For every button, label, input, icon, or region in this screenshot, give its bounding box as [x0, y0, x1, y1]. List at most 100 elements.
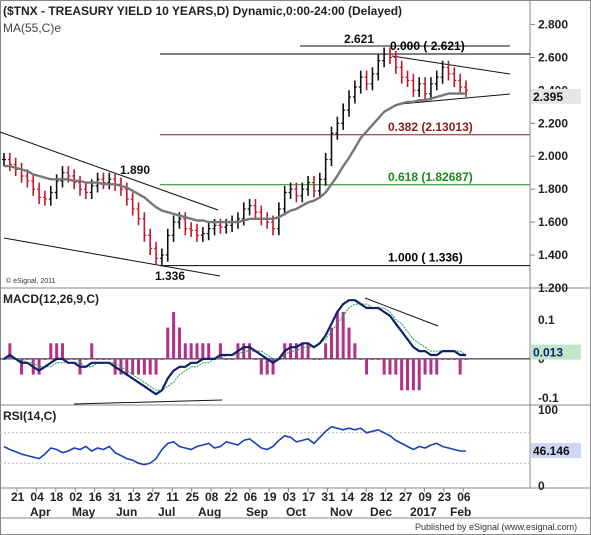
- ma-line: [4, 92, 466, 224]
- macd-tick-label: -0.1: [538, 391, 559, 405]
- macd-histogram-bar: [335, 311, 339, 359]
- x-tick-label: 23: [438, 490, 452, 504]
- macd-histogram-bar: [55, 343, 59, 359]
- fib-label: 0.000 ( 2.621): [390, 39, 465, 53]
- copyright: © eSignal, 2011: [6, 277, 56, 285]
- y-tick-label: 1.400: [538, 248, 568, 262]
- x-tick-label: 08: [205, 490, 219, 504]
- macd-histogram-bar: [201, 343, 205, 359]
- macd-histogram-bar: [329, 327, 333, 359]
- macd-histogram-bar: [312, 358, 316, 360]
- macd-histogram-bar: [230, 358, 234, 360]
- x-month-label: Sep: [246, 505, 268, 519]
- macd-histogram-bar: [353, 343, 357, 359]
- x-tick-label: 12: [380, 490, 394, 504]
- macd-histogram-bar: [318, 358, 322, 360]
- price-annotation: 1.890: [120, 163, 150, 177]
- macd-histogram-bar: [125, 358, 129, 375]
- macd-histogram-bar: [324, 343, 328, 359]
- macd-histogram-bar: [446, 358, 450, 360]
- macd-histogram-bar: [131, 358, 135, 375]
- x-tick-label: 06: [244, 490, 258, 504]
- trendline: [3, 237, 221, 277]
- y-axis-ticks: 2.8002.6002.4002.2002.0001.8001.6001.400…: [530, 17, 568, 295]
- macd-histogram-bar: [8, 343, 12, 359]
- x-tick-label: 16: [89, 490, 103, 504]
- macd-histogram-bar: [177, 327, 181, 359]
- x-month-label: Jun: [116, 505, 137, 519]
- macd-histogram-bar: [265, 358, 269, 375]
- x-month-label: Nov: [330, 505, 353, 519]
- trendline: [0, 131, 219, 211]
- y-tick-label: 2.200: [538, 116, 568, 130]
- macd-histogram-bar: [137, 358, 141, 375]
- y-tick-label: 1.600: [538, 215, 568, 229]
- x-month-label: Apr: [30, 505, 51, 519]
- footer-text: Published by eSignal (www.esignal.com): [415, 522, 577, 532]
- ma-label: MA(55,C)e: [3, 21, 61, 35]
- macd-histogram-bar: [101, 358, 105, 360]
- macd-histogram-bar: [452, 358, 456, 360]
- macd-histogram-bar: [2, 358, 6, 360]
- macd-line: [3, 299, 466, 396]
- macd-histogram-bar: [20, 358, 24, 375]
- macd-label: MACD(12,26,9,C): [3, 292, 99, 306]
- macd-histogram-bar: [154, 358, 158, 375]
- macd-histogram-bar: [66, 358, 70, 360]
- x-tick-label: 03: [283, 490, 297, 504]
- macd-histogram-bar: [142, 358, 146, 375]
- trendlines: [0, 45, 511, 277]
- macd-histogram-bar: [411, 358, 415, 391]
- x-tick-label: 27: [147, 490, 161, 504]
- macd-histogram-bar: [107, 358, 111, 360]
- rsi-panel: 100500: [0, 403, 558, 493]
- macd-histogram-bar: [429, 358, 433, 375]
- x-tick-label: 09: [418, 490, 432, 504]
- price-annotation: 2.621: [344, 32, 374, 46]
- macd-histogram-bar: [382, 358, 386, 375]
- last-price-badge: 2.395: [533, 90, 563, 104]
- x-month-label: Jul: [158, 505, 175, 519]
- x-tick-label: 22: [224, 490, 238, 504]
- macd-histogram-bar: [49, 343, 53, 359]
- y-tick-label: 1.200: [538, 281, 568, 295]
- fib-label: 1.000 ( 1.336): [388, 251, 463, 265]
- chart-title: ($TNX - TREASURY YIELD 10 YEARS,D) Dynam…: [3, 4, 402, 18]
- fib-label: 0.382 (2.13013): [388, 120, 473, 134]
- x-tick-label: 27: [399, 490, 413, 504]
- x-month-label: 2017: [410, 505, 437, 519]
- x-tick-label: 04: [30, 490, 44, 504]
- macd-histogram-bar: [189, 343, 193, 359]
- macd-histogram-bar: [43, 358, 47, 360]
- macd-histogram-bar: [224, 358, 228, 360]
- x-tick-label: 31: [321, 490, 335, 504]
- x-month-label: Aug: [198, 505, 221, 519]
- rsi-value-badge: 46.146: [533, 444, 570, 458]
- macd-histogram-bar: [388, 358, 392, 375]
- macd-histogram-bar: [435, 358, 439, 375]
- x-tick-label: 18: [50, 490, 64, 504]
- macd-histogram-bar: [376, 358, 380, 360]
- rsi-tick-label: 0: [538, 479, 545, 493]
- rsi-line: [3, 425, 466, 466]
- macd-histogram-bar: [370, 358, 374, 360]
- trendline: [399, 93, 511, 105]
- macd-histogram-bar: [441, 358, 445, 360]
- macd-histogram-bar: [195, 343, 199, 359]
- macd-histogram-bar: [347, 327, 351, 359]
- macd-histogram-bar: [84, 358, 88, 360]
- macd-histogram-bar: [148, 358, 152, 375]
- x-tick-label: 14: [341, 490, 355, 504]
- rsi-label: RSI(14,C): [3, 409, 56, 423]
- macd-histogram-bar: [183, 343, 187, 359]
- macd-histogram-bar: [259, 358, 263, 375]
- macd-histogram-bar: [172, 311, 176, 359]
- y-tick-label: 2.000: [538, 149, 568, 163]
- macd-histogram-bar: [207, 343, 211, 359]
- macd-histogram-bar: [166, 327, 170, 359]
- x-tick-label: 25: [186, 490, 200, 504]
- macd-histogram-bar: [25, 358, 29, 360]
- last-price-badge-bg: [531, 88, 581, 104]
